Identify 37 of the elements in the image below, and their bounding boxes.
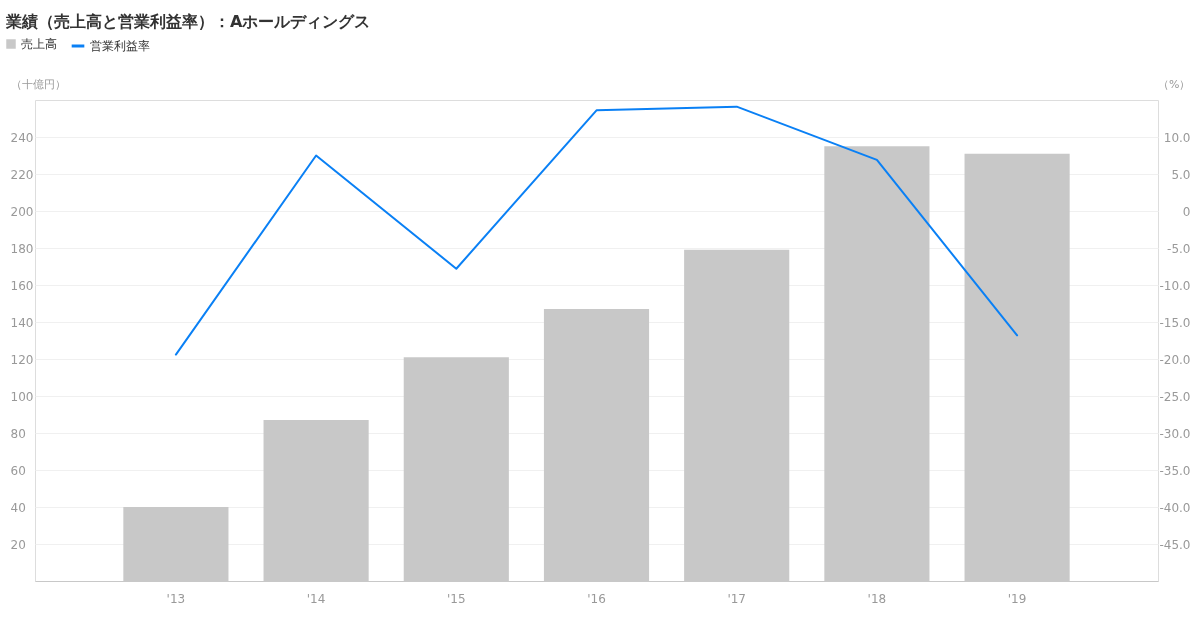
y2-tick-label: -30.0 [1159,426,1191,441]
y-tick-label: 100 [10,389,34,404]
y-tick-label: 200 [10,204,34,219]
y-axis-title: （十億円） [10,77,66,91]
legend-label: 営業利益率 [90,39,150,53]
x-tick-label: '19 [1007,591,1027,606]
y2-tick-label: -10.0 [1159,278,1191,293]
y2-tick-label: 0 [1182,204,1191,219]
chart-title: 業績（売上高と営業利益率）：Aホールディングス [5,12,371,31]
y-tick-label: 220 [10,167,34,182]
y2-tick-label: -45.0 [1159,537,1191,552]
x-tick-label: '17 [727,591,746,606]
y2-tick-label: -15.0 [1159,315,1191,330]
y2-tick-label: -35.0 [1159,463,1191,478]
y2-tick-label: -5.0 [1167,241,1191,256]
y-tick-label: 20 [10,537,26,552]
x-tick-label: '15 [447,591,466,606]
y-tick-label: 60 [10,463,26,478]
y2-axis-title: （%） [1158,77,1191,91]
line-series [174,105,1019,356]
y-tick-label: 40 [10,500,26,515]
y2-tick-label: 5.0 [1171,167,1191,182]
y2-tick-label: 10.0 [1163,130,1191,145]
legend-label: 売上高 [21,37,57,51]
y-tick-label: 140 [10,315,34,330]
x-tick-label: '16 [587,591,606,606]
y-tick-label: 160 [10,278,34,293]
y-tick-label: 120 [10,352,34,367]
y-tick-label: 180 [10,241,34,256]
y-tick-label: 80 [10,426,26,441]
y2-tick-label: -40.0 [1159,500,1191,515]
x-tick-label: '13 [166,591,186,606]
y2-tick-label: -20.0 [1159,352,1191,367]
y2-tick-label: -25.0 [1159,389,1191,404]
x-tick-label: '14 [306,591,326,606]
x-tick-label: '18 [867,591,887,606]
y-tick-label: 240 [10,130,34,145]
